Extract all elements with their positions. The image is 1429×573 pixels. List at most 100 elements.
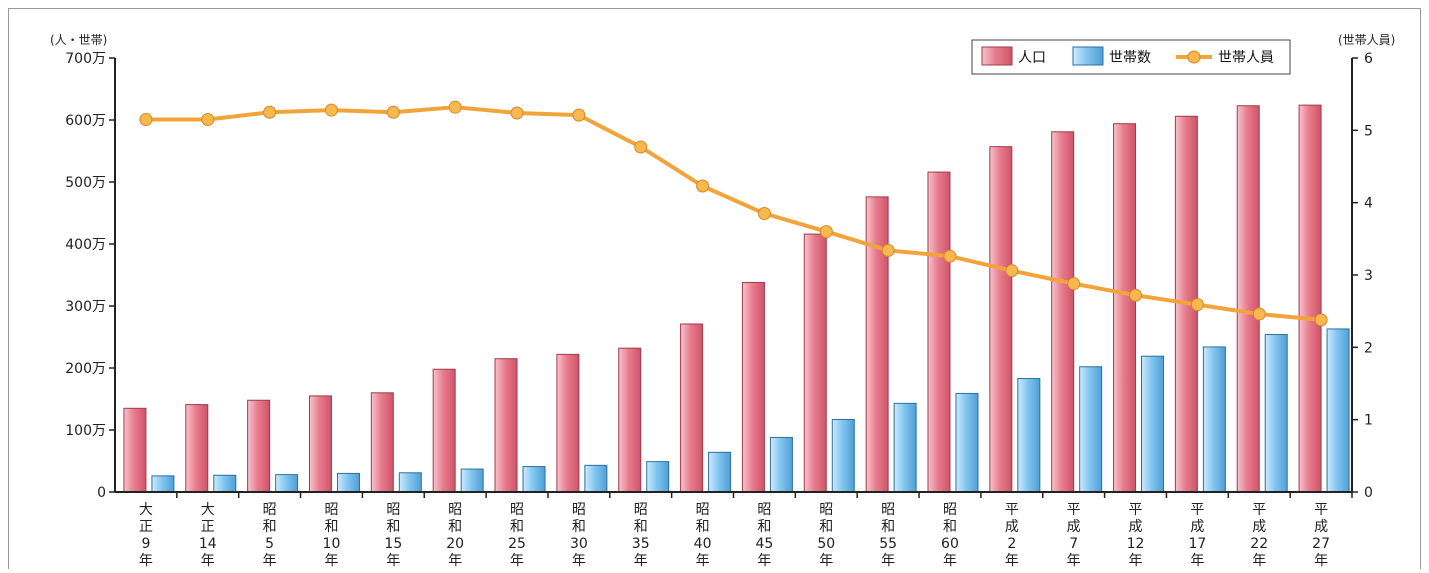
category-label-char: 昭: [263, 502, 277, 518]
category-label-char: 年: [448, 553, 462, 569]
category-label-char: 和: [510, 519, 524, 535]
legend-label-household-size: 世帯人員: [1218, 50, 1274, 66]
population-bar: [370, 392, 394, 493]
category-label-char: 和: [696, 519, 710, 535]
category-label-char: 昭: [696, 502, 710, 518]
category-label-char: 昭: [881, 502, 895, 518]
category-label-char: 大: [139, 502, 153, 518]
category-label-char: 15: [384, 536, 402, 552]
chart-frame: [8, 8, 1421, 569]
households-bar: [1202, 346, 1226, 493]
household-size-point: [139, 112, 153, 126]
population-bar: [247, 399, 271, 493]
category-label-char: 昭: [324, 502, 338, 518]
household-size-point: [572, 108, 586, 122]
population-bar: [680, 323, 704, 493]
right-tick-label: 1: [1364, 413, 1373, 429]
right-axis-ticks: 0 1 2 3 4 5 6: [1352, 51, 1373, 501]
right-tick-label: 0: [1364, 485, 1373, 501]
households-bar: [460, 468, 484, 493]
left-axis-ticks: 0 100万 200万 300万 400万 500万 600万 700万: [65, 51, 115, 501]
households-bar: [1141, 355, 1165, 493]
category-label-char: 成: [1190, 519, 1204, 535]
category-label-char: 年: [324, 553, 338, 569]
household-size-point: [510, 106, 524, 120]
population-bar: [556, 353, 580, 493]
category-label-char: 年: [819, 553, 833, 569]
category-label-char: 年: [1129, 553, 1143, 569]
households-bar: [769, 436, 793, 493]
category-label-char: 昭: [634, 502, 648, 518]
households-bar: [398, 472, 422, 493]
household-size-point: [386, 105, 400, 119]
legend-box: [971, 39, 1291, 75]
household-size-point: [448, 100, 462, 114]
left-tick-label: 400万: [65, 237, 106, 253]
households-bar: [1264, 334, 1288, 493]
category-label-char: 成: [1129, 519, 1143, 535]
category-label-char: 和: [881, 519, 895, 535]
left-tick-label: 300万: [65, 299, 106, 315]
category-label-char: 年: [943, 553, 957, 569]
households-bar: [708, 451, 732, 493]
household-size-point: [819, 225, 833, 239]
category-label-char: 年: [510, 553, 524, 569]
category-label-char: 平: [1252, 502, 1266, 518]
households-bar: [1326, 328, 1350, 493]
category-label-char: 和: [572, 519, 586, 535]
category-label-char: 27: [1312, 536, 1330, 552]
category-label-char: 55: [879, 536, 897, 552]
population-bar: [308, 395, 332, 493]
category-label-char: 年: [757, 553, 771, 569]
population-bar: [1051, 131, 1075, 493]
category-label-char: 正: [139, 519, 153, 535]
category-label-char: 2: [1007, 536, 1016, 552]
households-bar: [151, 475, 175, 493]
legend: 人口 世帯数 世帯人員: [971, 39, 1291, 75]
households-bar: [213, 474, 237, 493]
category-label-char: 40: [694, 536, 712, 552]
households-bar: [1017, 378, 1041, 493]
category-label-char: 年: [572, 553, 586, 569]
category-label-char: 35: [632, 536, 650, 552]
category-label-char: 和: [819, 519, 833, 535]
category-label-char: 10: [323, 536, 341, 552]
left-axis-unit: (人・世帯): [50, 33, 107, 47]
category-label-char: 平: [1129, 502, 1143, 518]
category-label-char: 昭: [819, 502, 833, 518]
category-label-char: 年: [1190, 553, 1204, 569]
left-tick-label: 600万: [65, 113, 106, 129]
category-label-char: 9: [141, 536, 150, 552]
household-size-point: [1129, 288, 1143, 302]
household-size-point: [943, 249, 957, 263]
households-bar: [336, 472, 360, 493]
left-tick-label: 0: [97, 485, 106, 501]
legend-label-population: 人口: [1018, 50, 1046, 66]
households-bar: [955, 392, 979, 493]
category-label-char: 平: [1314, 502, 1328, 518]
category-label-char: 大: [201, 502, 215, 518]
household-size-point: [757, 207, 771, 221]
category-label-char: 年: [139, 553, 153, 569]
right-tick-label: 5: [1364, 123, 1373, 139]
right-tick-label: 4: [1364, 196, 1373, 212]
right-tick-label: 2: [1364, 340, 1373, 356]
category-label-char: 45: [756, 536, 774, 552]
legend-line-marker: [1187, 50, 1201, 64]
legend-swatch-population: [981, 46, 1013, 66]
category-label-char: 平: [1005, 502, 1019, 518]
population-bar: [1236, 105, 1260, 493]
households-bar: [522, 466, 546, 493]
household-size-point: [324, 103, 338, 117]
households-bar: [646, 461, 670, 493]
household-size-line: [139, 100, 1328, 327]
category-label-char: 昭: [448, 502, 462, 518]
category-label-char: 昭: [510, 502, 524, 518]
category-label-char: 22: [1250, 536, 1268, 552]
category-label-char: 和: [324, 519, 338, 535]
population-bar: [1298, 104, 1322, 493]
households-bar: [584, 464, 608, 493]
category-label-char: 12: [1127, 536, 1145, 552]
household-size-point: [1190, 298, 1204, 312]
